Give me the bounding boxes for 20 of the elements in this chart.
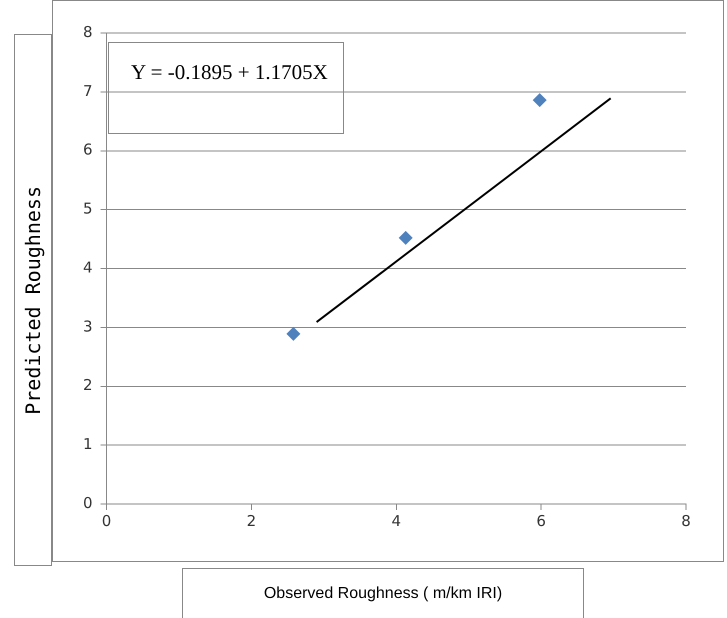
- y-tick-label: 3: [82, 317, 93, 336]
- y-tick-label: 2: [82, 376, 93, 394]
- point: [398, 230, 413, 245]
- y-tick-label: 8: [82, 22, 93, 41]
- y-tick-label: 5: [82, 200, 93, 218]
- y-tick-label: 0: [82, 494, 93, 512]
- x-axis-title: Observed Roughness ( m/km IRI): [182, 568, 584, 618]
- y-tick-label: 4: [82, 258, 93, 276]
- x-tick-label: 8: [681, 512, 691, 530]
- point: [532, 93, 547, 108]
- text-box: Y = -0.1895 + 1.1705X: [108, 42, 344, 134]
- y-tick-label: 1: [82, 435, 93, 454]
- y-tick-label: 6: [82, 140, 93, 159]
- x-tick-label: 4: [392, 512, 402, 530]
- point: [286, 326, 300, 341]
- x-tick-label: 0: [102, 512, 112, 530]
- y-tick-label: 7: [82, 82, 93, 100]
- y-axis-title: Predicted Roughness: [21, 186, 45, 414]
- x-tick-label: 2: [246, 512, 256, 530]
- x-tick-label: 6: [536, 512, 546, 530]
